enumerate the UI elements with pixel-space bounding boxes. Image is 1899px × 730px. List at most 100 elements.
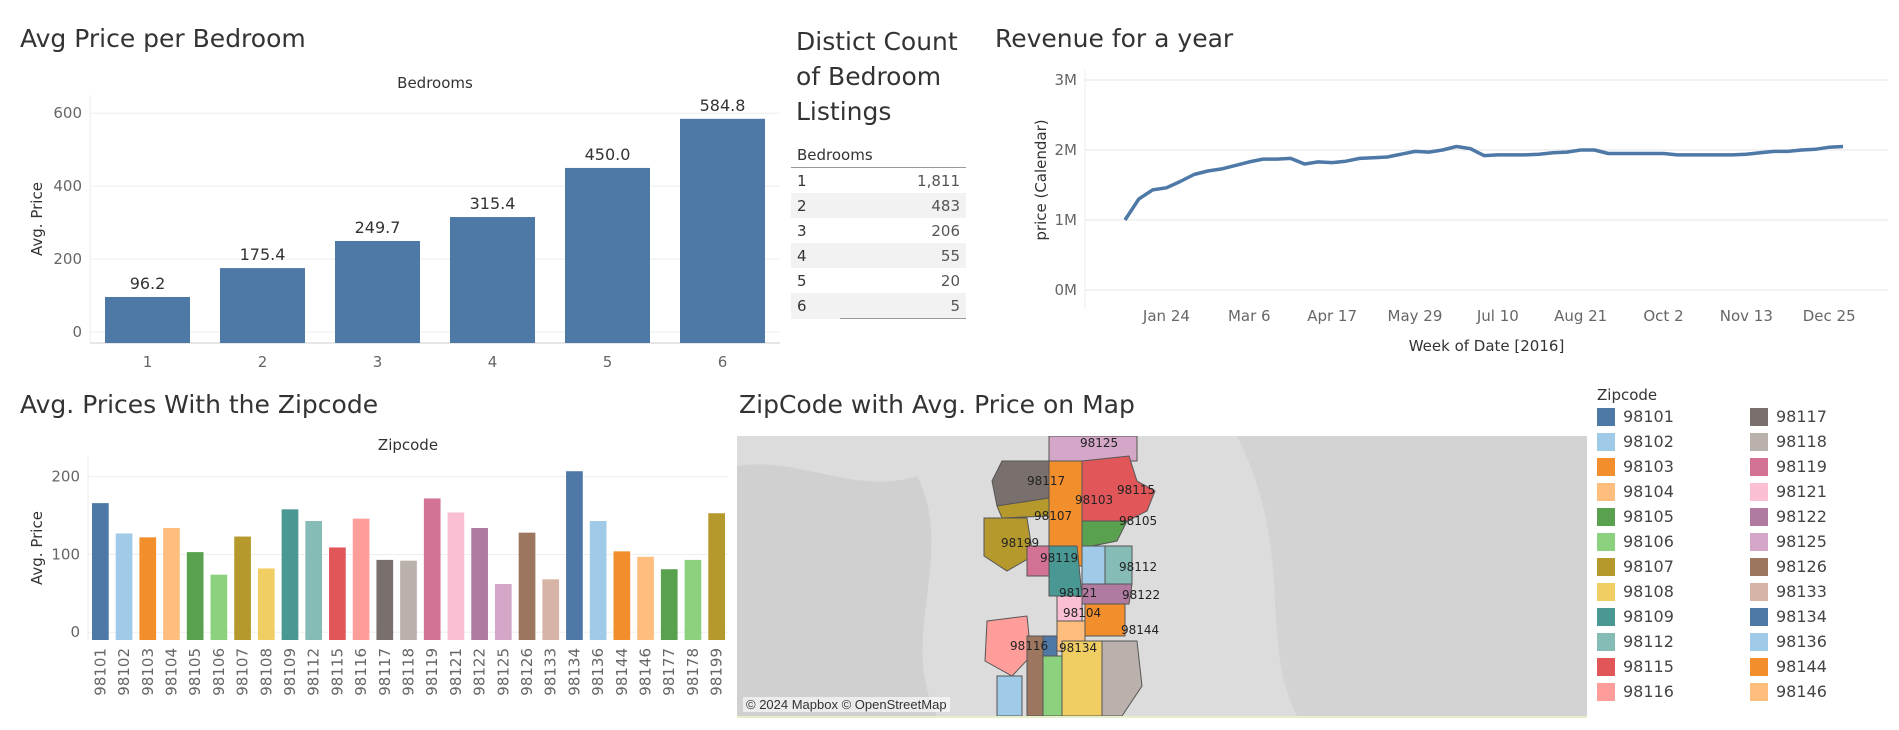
legend-swatch [1597, 507, 1615, 526]
data-label: 315.4 [470, 194, 516, 213]
legend-label: 98133 [1776, 582, 1827, 601]
legend-item[interactable]: 98146 [1750, 682, 1827, 701]
legend-swatch [1597, 457, 1615, 476]
legend-label: 98102 [1623, 432, 1674, 451]
legend-item[interactable]: 98106 [1597, 532, 1674, 551]
y-tick-label: 600 [53, 104, 82, 122]
legend-item[interactable]: 98108 [1597, 582, 1674, 601]
x-tick-label: May 29 [1388, 307, 1443, 325]
x-tick-label: 98117 [376, 648, 394, 696]
map-zip-label: 98104 [1063, 606, 1102, 620]
revenue-line-chart: Week of Date [2016] price (Calendar) 0M 1M 2… [1032, 70, 1888, 355]
zipcode-bar-chart: Zipcode Avg. Price 0 100 200 98101 98102 98103 9… [28, 436, 728, 696]
legend-swatch [1750, 432, 1768, 451]
legend-label: 98121 [1776, 482, 1827, 501]
legend-item[interactable]: 98118 [1750, 432, 1827, 451]
y-axis-title: Avg. Price [28, 182, 46, 256]
legend-item[interactable]: 98107 [1597, 557, 1674, 576]
legend-item[interactable]: 98104 [1597, 482, 1674, 501]
legend-item[interactable]: 98121 [1750, 482, 1827, 501]
legend-label: 98101 [1623, 407, 1674, 426]
bar [494, 584, 512, 640]
x-tick-label: 98144 [613, 648, 631, 696]
legend-swatch [1597, 607, 1615, 626]
x-tick-label: 98116 [352, 648, 370, 696]
x-tick-label: 98126 [518, 648, 536, 696]
bar [542, 579, 560, 640]
y-tick-label: 0 [72, 323, 82, 341]
legend-item[interactable]: 98101 [1597, 407, 1674, 426]
legend-item[interactable]: 98103 [1597, 457, 1674, 476]
table-row: 5 20 [791, 268, 966, 293]
legend-item[interactable]: 98102 [1597, 432, 1674, 451]
data-label: 249.7 [355, 218, 401, 237]
x-tick-label: 98106 [210, 648, 228, 696]
legend-label: 98118 [1776, 432, 1827, 451]
legend-label: 98134 [1776, 607, 1827, 626]
cell: 483 [931, 196, 960, 215]
legend-swatch [1750, 557, 1768, 576]
x-tick-label: 6 [718, 353, 728, 371]
table-row: 1 1,811 [791, 167, 966, 193]
bar [518, 532, 536, 640]
legend-item[interactable]: 98126 [1750, 557, 1827, 576]
y-tick-label: 0 [70, 623, 80, 641]
revenue-chart-title: Revenue for a year [995, 24, 1234, 53]
data-label: 584.8 [700, 96, 746, 115]
table-row: 2 483 [791, 193, 966, 218]
x-tick-label: 98125 [494, 648, 512, 696]
map-title: ZipCode with Avg. Price on Map [739, 390, 1135, 419]
bedroom-bar-chart: Bedrooms Avg. Price 0 200 400 600 96.2 1 175.4 2 2… [28, 74, 780, 371]
legend-item[interactable]: 98105 [1597, 507, 1674, 526]
legend-swatch [1750, 657, 1768, 676]
data-label: 96.2 [130, 274, 166, 293]
bar [400, 560, 417, 640]
x-tick-label: 4 [488, 353, 498, 371]
x-tick-label: 1 [143, 353, 153, 371]
legend-item[interactable]: 98112 [1597, 632, 1674, 651]
map-zip-label: 98121 [1059, 586, 1098, 600]
bar [447, 512, 465, 640]
x-tick-label: 98101 [91, 648, 109, 696]
bar [684, 559, 702, 640]
legend-item[interactable]: 98134 [1750, 607, 1827, 626]
legend-item[interactable]: 98117 [1750, 407, 1827, 426]
x-tick-label: 98199 [708, 648, 726, 696]
legend-item[interactable]: 98116 [1597, 682, 1674, 701]
legend-item[interactable]: 98119 [1750, 457, 1827, 476]
x-tick-label: 98177 [660, 648, 678, 696]
x-tick-label: Jul 10 [1476, 307, 1519, 325]
x-axis-title: Bedrooms [397, 74, 473, 92]
x-tick-label: 98104 [162, 648, 180, 696]
map-shapes [737, 436, 1587, 716]
legend-swatch [1597, 582, 1615, 601]
bar [680, 118, 765, 343]
legend-item[interactable]: 98133 [1750, 582, 1827, 601]
bar [589, 521, 607, 640]
map-zip-label: 98117 [1027, 474, 1066, 488]
legend-item[interactable]: 98122 [1750, 507, 1827, 526]
table-header-row: Bedrooms [791, 142, 966, 168]
count-title-line: Distict Count [796, 27, 958, 56]
bar [376, 559, 394, 640]
legend-item[interactable]: 98144 [1750, 657, 1827, 676]
legend-item[interactable]: 98125 [1750, 532, 1827, 551]
legend-swatch [1597, 632, 1615, 651]
map-zip-label: 98199 [1001, 536, 1040, 550]
bedroom-chart-title: Avg Price per Bedroom [20, 24, 306, 53]
legend-label: 98117 [1776, 407, 1827, 426]
map-zip-label: 98116 [1010, 639, 1049, 653]
legend-item[interactable]: 98136 [1750, 632, 1827, 651]
x-tick-label: 98112 [305, 648, 323, 696]
x-tick-label: 98109 [281, 648, 299, 696]
x-tick-label: Apr 17 [1307, 307, 1357, 325]
map-zip-label: 98115 [1117, 483, 1156, 497]
y-tick-label: 400 [53, 177, 82, 195]
legend-item[interactable]: 98109 [1597, 607, 1674, 626]
map-zip-label: 98112 [1119, 560, 1158, 574]
zipcode-map[interactable]: 98125 98117 98103 98115 98107 98105 98199 98119… [737, 436, 1587, 718]
legend-label: 98126 [1776, 557, 1827, 576]
y-tick-label: 0M [1055, 281, 1078, 299]
legend-swatch [1750, 682, 1768, 701]
legend-item[interactable]: 98115 [1597, 657, 1674, 676]
